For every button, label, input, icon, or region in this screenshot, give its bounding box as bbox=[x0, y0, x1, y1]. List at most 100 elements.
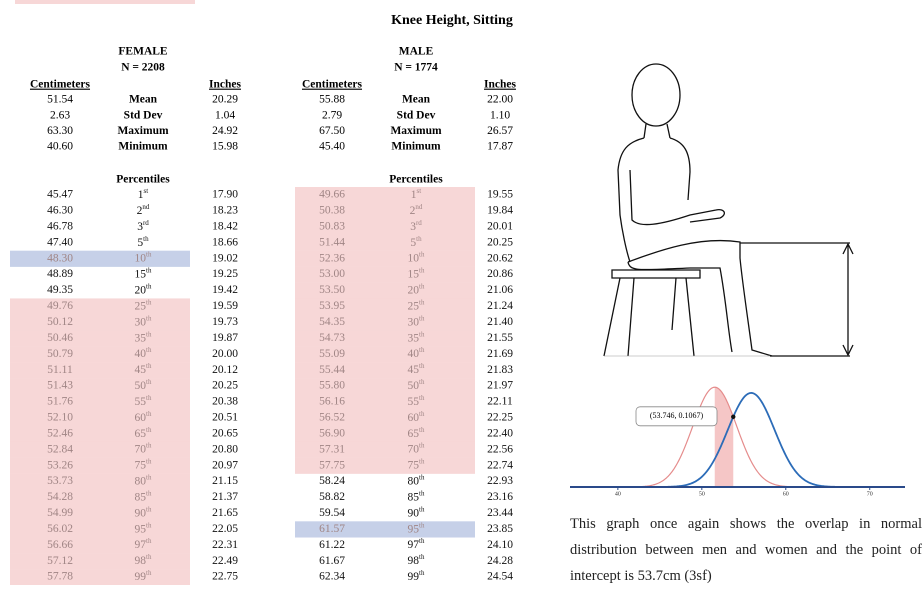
stat-value: 45.40 bbox=[319, 141, 345, 153]
stat-value: 20.29 bbox=[212, 94, 238, 106]
percentile-inches: 22.93 bbox=[487, 475, 513, 487]
sex-heading: FEMALE bbox=[118, 46, 168, 58]
percentile-cm: 52.36 bbox=[319, 252, 345, 264]
percentile-suffix: th bbox=[419, 282, 425, 290]
percentile-suffix: th bbox=[419, 362, 425, 370]
stat-value: 15.98 bbox=[212, 141, 238, 153]
percentile-inches: 23.16 bbox=[487, 491, 513, 503]
percentile-suffix: th bbox=[146, 441, 152, 449]
percentile-inches: 22.49 bbox=[212, 555, 238, 567]
row-highlight bbox=[10, 298, 190, 314]
percentile-inches: 24.10 bbox=[487, 539, 513, 551]
percentile-number: 70 bbox=[408, 443, 420, 455]
percentile-suffix: th bbox=[146, 314, 152, 322]
stat-value: 55.88 bbox=[319, 94, 345, 106]
column-header: Centimeters bbox=[302, 79, 363, 91]
percentile-suffix: th bbox=[419, 505, 425, 513]
annotation-label: (53.746, 0.1067) bbox=[650, 411, 704, 420]
stat-value: 2.79 bbox=[322, 109, 342, 121]
x-tick-label: 50 bbox=[699, 491, 705, 497]
percentile-suffix: th bbox=[146, 521, 152, 529]
percentile-suffix: th bbox=[416, 234, 422, 242]
percentile-cm: 57.31 bbox=[319, 443, 345, 455]
stat-value: 51.54 bbox=[47, 94, 73, 106]
percentile-suffix: nd bbox=[415, 203, 423, 211]
percentile-inches: 20.97 bbox=[212, 459, 238, 471]
percentile-inches: 22.05 bbox=[212, 523, 238, 535]
row-highlight bbox=[10, 521, 190, 537]
stat-value: 2.63 bbox=[50, 109, 70, 121]
caption: This graph once again shows the overlap … bbox=[570, 511, 922, 589]
percentile-suffix: th bbox=[146, 282, 152, 290]
percentile-inches: 21.40 bbox=[487, 316, 513, 328]
percentile-number: 90 bbox=[408, 507, 420, 519]
stat-value: 67.50 bbox=[319, 125, 345, 137]
percentile-suffix: th bbox=[419, 378, 425, 386]
percentile-inches: 22.40 bbox=[487, 427, 513, 439]
percentile-cm: 53.26 bbox=[47, 459, 73, 471]
percentile-number: 95 bbox=[408, 523, 420, 535]
percentile-cm: 55.44 bbox=[319, 364, 345, 376]
percentile-number: 95 bbox=[135, 523, 147, 535]
percentile-cm: 56.52 bbox=[319, 412, 345, 424]
percentile-inches: 18.23 bbox=[212, 205, 238, 217]
percentile-number: 75 bbox=[408, 459, 420, 471]
percentile-inches: 19.59 bbox=[212, 300, 238, 312]
percentile-inches: 21.83 bbox=[487, 364, 513, 376]
stat-value: 22.00 bbox=[487, 94, 513, 106]
percentile-inches: 19.84 bbox=[487, 205, 513, 217]
percentile-suffix: th bbox=[419, 266, 425, 274]
percentile-suffix: th bbox=[419, 298, 425, 306]
percentile-cm: 46.30 bbox=[47, 205, 73, 217]
percentile-cm: 50.46 bbox=[47, 332, 73, 344]
percentile-cm: 50.38 bbox=[319, 205, 345, 217]
stat-value: 1.04 bbox=[215, 109, 235, 121]
percentile-number: 97 bbox=[135, 539, 147, 551]
percentile-number: 10 bbox=[135, 252, 147, 264]
percentile-cm: 55.80 bbox=[319, 380, 345, 392]
percentile-inches: 21.24 bbox=[487, 300, 513, 312]
percentile-number: 80 bbox=[408, 475, 420, 487]
percentile-number: 65 bbox=[408, 427, 420, 439]
percentile-number: 55 bbox=[408, 396, 420, 408]
stat-value: 26.57 bbox=[487, 125, 513, 137]
stat-value: 40.60 bbox=[47, 141, 73, 153]
percentile-suffix: th bbox=[419, 441, 425, 449]
percentile-number: 85 bbox=[408, 491, 420, 503]
percentile-inches: 20.01 bbox=[487, 220, 513, 232]
percentile-inches: 17.90 bbox=[212, 189, 238, 201]
percentile-inches: 22.31 bbox=[212, 539, 238, 551]
percentile-cm: 54.73 bbox=[319, 332, 345, 344]
percentile-suffix: th bbox=[146, 457, 152, 465]
percentile-number: 20 bbox=[135, 284, 147, 296]
percentile-number: 35 bbox=[408, 332, 420, 344]
percentile-cm: 56.16 bbox=[319, 396, 345, 408]
percentile-suffix: th bbox=[146, 362, 152, 370]
percentile-suffix: th bbox=[419, 330, 425, 338]
percentile-suffix: rd bbox=[143, 218, 149, 226]
row-highlight bbox=[10, 330, 190, 346]
percentile-inches: 20.12 bbox=[212, 364, 238, 376]
row-highlight bbox=[10, 394, 190, 410]
percentile-number: 25 bbox=[135, 300, 147, 312]
stat-label: Mean bbox=[402, 94, 431, 106]
percentile-number: 98 bbox=[135, 555, 147, 567]
percentile-cm: 56.02 bbox=[47, 523, 73, 535]
row-highlight bbox=[10, 362, 190, 378]
percentile-cm: 48.30 bbox=[47, 252, 73, 264]
percentile-suffix: th bbox=[419, 489, 425, 497]
percentile-number: 80 bbox=[135, 475, 147, 487]
percentile-suffix: st bbox=[144, 187, 149, 195]
percentile-inches: 18.66 bbox=[212, 236, 238, 248]
percentile-inches: 21.06 bbox=[487, 284, 513, 296]
percentile-label: 80th bbox=[408, 473, 425, 487]
document: Knee Height, Sitting FEMALEN = 2208Centi… bbox=[0, 0, 922, 585]
percentile-inches: 20.00 bbox=[212, 348, 238, 360]
percentile-number: 10 bbox=[408, 252, 420, 264]
stat-label: Std Dev bbox=[124, 109, 163, 121]
percentile-inches: 22.25 bbox=[487, 412, 513, 424]
percentile-suffix: th bbox=[146, 298, 152, 306]
row-highlight bbox=[10, 537, 190, 553]
percentile-suffix: rd bbox=[416, 218, 422, 226]
percentile-suffix: st bbox=[417, 187, 422, 195]
